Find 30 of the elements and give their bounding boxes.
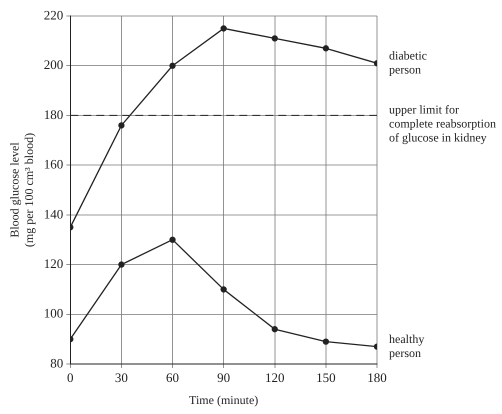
series-label: healthy person — [389, 332, 424, 360]
x-tick-label: 90 — [217, 370, 230, 386]
y-tick-label: 140 — [44, 206, 64, 222]
ref-line-label: upper limit for complete reabsorption of glucose in kidney — [389, 102, 496, 145]
point — [220, 25, 227, 32]
point — [169, 62, 176, 69]
y-tick-label: 100 — [44, 306, 64, 321]
point — [322, 45, 330, 52]
point — [220, 286, 227, 293]
point — [118, 122, 125, 129]
x-tick-label: 150 — [316, 370, 336, 386]
x-tick-label: 180 — [367, 370, 387, 386]
y-tick-label: 160 — [44, 156, 64, 172]
series-label: diabetic person — [389, 48, 427, 76]
y-tick-label: 180 — [44, 106, 64, 122]
point — [272, 35, 278, 42]
x-tick-label: 120 — [265, 370, 285, 386]
y-axis-title: Blood glucose level (mg per 100 cm³ blood) — [7, 132, 36, 248]
point — [272, 326, 278, 332]
x-tick-label: 30 — [114, 370, 128, 386]
y-tick-label: 200 — [44, 57, 64, 72]
y-tick-label: 220 — [44, 7, 64, 22]
x-tick-label: 60 — [166, 370, 180, 386]
x-axis-title: Time (minute) — [189, 392, 258, 407]
x-tick-label: 0 — [67, 370, 74, 386]
y-tick-label: 120 — [44, 256, 64, 271]
point — [169, 236, 176, 243]
y-tick-label: 80 — [50, 355, 64, 370]
point — [118, 261, 125, 268]
point — [322, 338, 330, 345]
